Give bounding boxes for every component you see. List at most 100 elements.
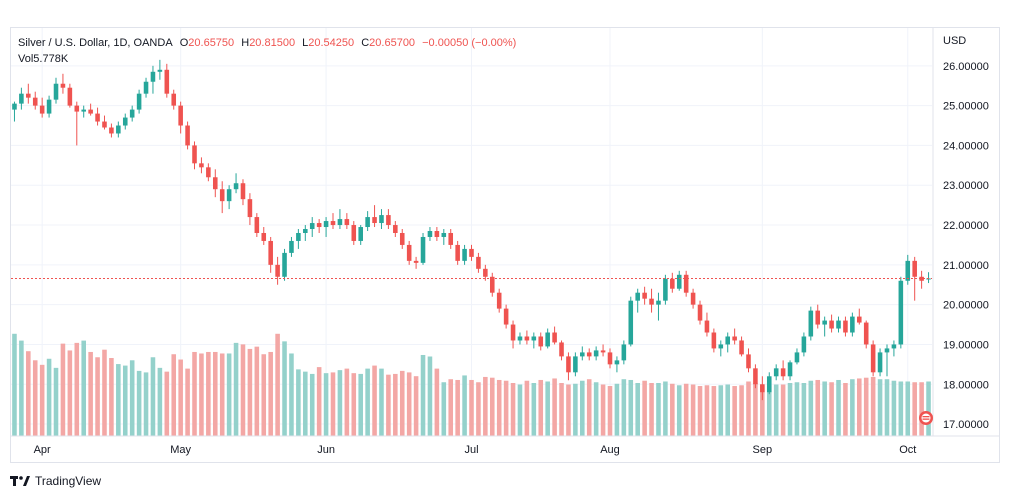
candle-body bbox=[670, 278, 675, 289]
candle bbox=[628, 296, 634, 347]
candle bbox=[850, 312, 855, 337]
volume-bar bbox=[870, 376, 876, 436]
candle bbox=[580, 346, 585, 361]
volume-bar bbox=[552, 378, 557, 436]
candle bbox=[531, 332, 537, 349]
candle-body bbox=[330, 221, 336, 226]
candle-body bbox=[718, 344, 724, 349]
volume-bar bbox=[32, 360, 38, 436]
candle-body bbox=[427, 231, 433, 237]
volume-bar bbox=[46, 358, 52, 436]
candle-body bbox=[199, 163, 204, 168]
volume-bar bbox=[760, 385, 765, 436]
candle bbox=[379, 209, 384, 230]
volume-bar bbox=[600, 384, 606, 436]
candle-body bbox=[538, 336, 544, 347]
candle-body bbox=[843, 320, 848, 333]
volume-bar bbox=[53, 367, 59, 436]
candle-body bbox=[434, 231, 440, 237]
candle-body bbox=[621, 344, 627, 361]
candle-body bbox=[649, 298, 654, 305]
time-tick-label: Sep bbox=[753, 444, 773, 456]
candle-body bbox=[178, 105, 183, 126]
price-tick-label: 18.00000 bbox=[943, 379, 989, 391]
candle bbox=[53, 77, 59, 104]
symbol-name[interactable]: Silver / U.S. Dollar, 1D, OANDA bbox=[18, 37, 173, 49]
candle-body bbox=[212, 177, 218, 190]
volume-bar bbox=[649, 383, 654, 436]
volume-bar bbox=[351, 373, 357, 436]
candle-body bbox=[206, 167, 211, 178]
candle-body bbox=[122, 117, 128, 126]
candle-body bbox=[60, 83, 66, 88]
volume-bar bbox=[808, 380, 814, 436]
candle bbox=[829, 314, 834, 333]
volume-bar bbox=[406, 372, 412, 436]
candle bbox=[226, 185, 232, 210]
volume-bar bbox=[330, 372, 336, 436]
volume-bar bbox=[739, 385, 744, 436]
candle-body bbox=[919, 276, 924, 281]
candle-body bbox=[753, 368, 758, 385]
volume-bar bbox=[136, 370, 142, 436]
candle bbox=[309, 217, 315, 237]
candle bbox=[420, 232, 426, 265]
candle bbox=[704, 312, 710, 337]
volume-bar bbox=[254, 346, 260, 436]
candle-body bbox=[787, 362, 793, 377]
volume-bar bbox=[614, 383, 620, 436]
candle-body bbox=[95, 113, 100, 122]
candle-body bbox=[635, 292, 640, 301]
candle bbox=[74, 101, 80, 146]
volume-bar bbox=[226, 353, 232, 436]
candle-body bbox=[26, 93, 31, 98]
candle bbox=[926, 272, 931, 284]
candle-body bbox=[704, 320, 710, 333]
volume-bar bbox=[815, 379, 821, 436]
volume-bar bbox=[635, 383, 640, 436]
candle-body bbox=[88, 109, 93, 114]
candle bbox=[268, 236, 273, 273]
candle bbox=[607, 348, 613, 369]
volume-bar bbox=[192, 351, 197, 436]
candle-body bbox=[891, 344, 897, 349]
candle-body bbox=[566, 356, 571, 373]
price-tick-label: 25.00000 bbox=[943, 101, 989, 113]
volume-bar bbox=[607, 386, 613, 436]
candle bbox=[836, 316, 841, 333]
volume-bar bbox=[372, 365, 377, 436]
ideas-marker-icon[interactable] bbox=[919, 411, 933, 425]
candle bbox=[136, 89, 142, 114]
low-label: L bbox=[302, 37, 309, 49]
candle-body bbox=[67, 87, 73, 106]
volume-bar bbox=[185, 368, 190, 436]
volume-bar bbox=[74, 342, 80, 436]
volume-bars bbox=[12, 333, 931, 436]
volume-bar bbox=[780, 384, 786, 436]
candle bbox=[857, 308, 862, 325]
candle bbox=[773, 364, 779, 381]
time-tick-label: Oct bbox=[899, 444, 916, 456]
volume-bar bbox=[67, 350, 73, 436]
candle bbox=[330, 213, 336, 230]
candle bbox=[316, 219, 322, 233]
candle-body bbox=[815, 310, 821, 325]
candle bbox=[157, 59, 163, 80]
candle-body bbox=[372, 217, 377, 224]
volume-bar bbox=[240, 344, 246, 436]
volume-bar bbox=[559, 383, 564, 436]
change-value: −0.00050 (−0.00%) bbox=[422, 37, 517, 49]
candle-body bbox=[663, 278, 668, 301]
candle bbox=[538, 332, 544, 351]
candle bbox=[39, 97, 45, 118]
candle-body bbox=[469, 248, 474, 257]
candle bbox=[372, 205, 377, 228]
candle-body bbox=[323, 221, 329, 228]
candle bbox=[109, 123, 114, 138]
volume-bar bbox=[289, 353, 294, 436]
candle-body bbox=[337, 219, 343, 226]
candle bbox=[503, 304, 509, 329]
candle bbox=[635, 288, 640, 313]
tradingview-attribution[interactable]: TradingView bbox=[10, 472, 101, 490]
